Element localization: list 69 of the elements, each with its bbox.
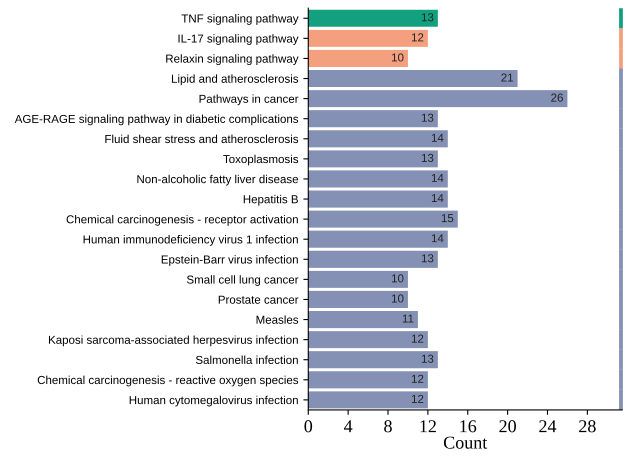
data-label: 12 bbox=[412, 374, 424, 383]
bar bbox=[308, 50, 408, 67]
y-tick-label: Epstein-Barr virus infection bbox=[162, 255, 298, 266]
y-tick-label: Lipid and atherosclerosis bbox=[172, 74, 298, 86]
bar bbox=[308, 391, 428, 408]
bar bbox=[308, 311, 418, 328]
bar bbox=[308, 270, 408, 288]
bar bbox=[308, 351, 438, 368]
y-tick-label: Prostate cancer bbox=[218, 296, 298, 304]
x-tick-label: 28 bbox=[579, 420, 596, 432]
x-tick-label: 12 bbox=[420, 420, 436, 432]
y-tick-label: Relaxin signaling pathway bbox=[166, 54, 299, 66]
data-label: 21 bbox=[501, 73, 514, 82]
x-tick-label: 16 bbox=[460, 420, 476, 432]
y-tick-label: Human immunodeficiency virus 1 infection bbox=[84, 235, 298, 246]
y-tick-label: Non-alcoholic fatty liver disease bbox=[137, 174, 298, 186]
data-label: 14 bbox=[432, 134, 444, 142]
y-tick-label: IL-17 signaling pathway bbox=[178, 34, 299, 45]
data-label: 13 bbox=[422, 354, 434, 363]
y-tick-label: Measles bbox=[256, 315, 298, 324]
y-tick-label: Fluid shear stress and atherosclerosis bbox=[105, 134, 298, 144]
bar bbox=[308, 250, 438, 268]
data-label: 14 bbox=[432, 194, 444, 202]
data-label: 10 bbox=[392, 294, 404, 303]
bar bbox=[308, 10, 438, 27]
bar bbox=[308, 30, 428, 47]
bar bbox=[308, 150, 438, 168]
x-tick-label: 24 bbox=[539, 420, 556, 432]
bar bbox=[308, 331, 428, 348]
x-axis-title: Count bbox=[444, 436, 488, 449]
x-tick-label: 4 bbox=[344, 420, 352, 432]
data-label: 14 bbox=[432, 174, 444, 182]
y-tick-label: Chemical carcinogenesis - reactive oxygen species bbox=[38, 376, 298, 386]
bar bbox=[308, 70, 518, 88]
y-tick-label: Toxoplasmosis bbox=[223, 154, 298, 166]
bar bbox=[308, 210, 458, 228]
data-label: 12 bbox=[412, 334, 424, 343]
data-label: 10 bbox=[392, 53, 404, 62]
y-tick-label: Human cytomegalovirus infection bbox=[130, 396, 298, 406]
y-tick-label: Salmonella infection bbox=[196, 356, 298, 364]
data-label: 13 bbox=[422, 114, 434, 122]
bar bbox=[308, 190, 448, 208]
bar bbox=[308, 170, 448, 188]
x-tick-label: 20 bbox=[499, 420, 516, 432]
bar bbox=[308, 130, 448, 148]
data-label: 11 bbox=[402, 314, 414, 323]
data-label: 13 bbox=[422, 154, 434, 162]
y-tick-label: TNF signaling pathway bbox=[182, 14, 299, 25]
data-label: 10 bbox=[392, 274, 404, 282]
y-tick-label: Kaposi sarcoma-associated herpesvirus infection bbox=[48, 335, 298, 346]
data-label: 26 bbox=[551, 94, 563, 102]
x-tick-label: 8 bbox=[384, 420, 392, 432]
data-label: 13 bbox=[422, 13, 434, 22]
bar bbox=[308, 290, 408, 308]
bar bbox=[308, 90, 568, 108]
data-label: 12 bbox=[412, 33, 424, 42]
data-label: 15 bbox=[442, 214, 454, 222]
y-tick-label: Pathways in cancer bbox=[200, 94, 298, 106]
bar bbox=[308, 371, 428, 388]
data-label: 14 bbox=[432, 234, 444, 242]
x-tick-label: 0 bbox=[304, 420, 312, 432]
y-tick-label: Hepatitis B bbox=[244, 194, 298, 206]
y-tick-label: Chemical carcinogenesis - receptor activation bbox=[66, 214, 298, 226]
bar bbox=[308, 110, 438, 128]
bar bbox=[308, 230, 448, 248]
data-label: 12 bbox=[412, 394, 424, 403]
y-tick-label: Small cell lung cancer bbox=[186, 275, 298, 286]
y-tick-label: AGE-RAGE signaling pathway in diabetic complications bbox=[14, 114, 298, 126]
data-label: 13 bbox=[422, 254, 434, 262]
